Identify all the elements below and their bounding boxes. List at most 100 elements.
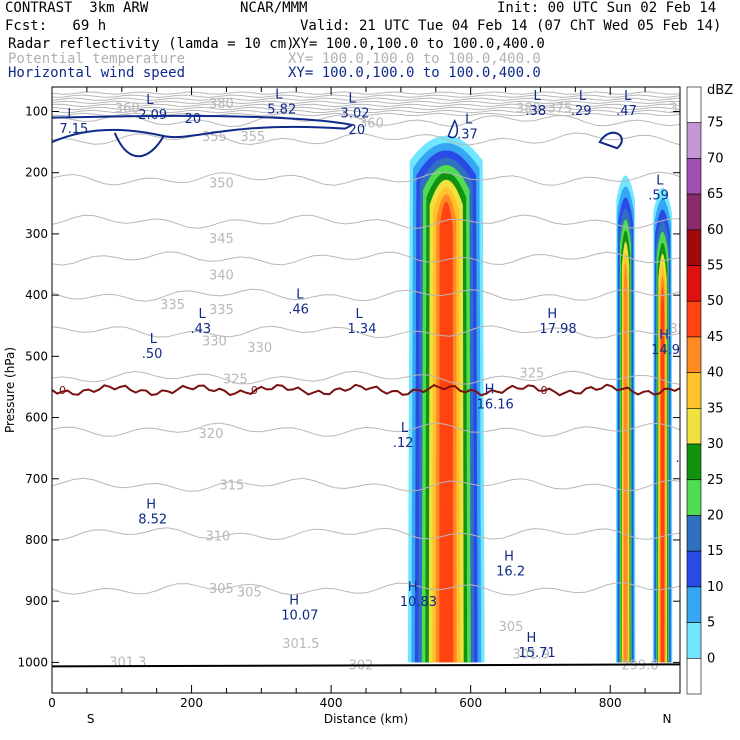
colorbar-swatch xyxy=(686,86,702,124)
extremum-type: H xyxy=(408,580,418,595)
isentrope-line xyxy=(52,251,680,266)
extremum-value: .87 xyxy=(675,451,696,466)
field2-name: Potential temperature xyxy=(8,51,186,67)
wind-extremum: L.43 xyxy=(191,307,212,337)
wind-extremum: L.46 xyxy=(288,287,309,317)
y-tick-label: 400 xyxy=(25,288,48,302)
field3-xy: XY= 100.0,100.0 to 100.0,400.0 xyxy=(288,65,541,81)
isentrope-line xyxy=(52,91,680,95)
extremum-type: L xyxy=(533,89,541,104)
isentrope-line xyxy=(52,288,680,302)
extremum-value: .37 xyxy=(457,127,478,142)
extremum-type: H xyxy=(547,307,557,322)
wind-extremum: L7.15 xyxy=(59,107,88,137)
y-tick-label: 900 xyxy=(25,594,48,608)
extremum-type: L xyxy=(146,93,154,108)
wind-contour xyxy=(113,132,165,158)
extremum-type: L xyxy=(356,307,364,322)
extremum-type: L xyxy=(296,287,304,302)
x-axis-label: Distance (km) xyxy=(324,712,408,726)
colorbar-unit: dBZ xyxy=(707,83,733,98)
wind-extremum: L.29 xyxy=(571,89,592,119)
colorbar-swatch xyxy=(686,586,702,623)
isentrope-line xyxy=(52,103,680,108)
isentrope-line xyxy=(52,214,680,229)
extremum-type: H xyxy=(659,328,669,343)
y-tick-label: 600 xyxy=(25,411,48,425)
zero-wind-label: 0 xyxy=(251,384,258,397)
theta-label: 350 xyxy=(209,177,234,192)
theta-label: 315 xyxy=(219,478,244,493)
wind-extremum: L.59 xyxy=(648,174,669,204)
wind-contour-label: 20 xyxy=(349,123,366,138)
wind-extremum: H10.83 xyxy=(400,580,437,610)
extremum-type: L xyxy=(656,174,664,189)
extremum-type: H xyxy=(146,497,156,512)
extremum-value: 8.52 xyxy=(138,512,167,527)
isentrope-line xyxy=(52,171,680,186)
theta-label: 355 xyxy=(240,130,265,145)
model-title: CONTRAST 3km ARW xyxy=(5,0,149,16)
isentrope-line xyxy=(52,97,680,102)
colorbar-swatch xyxy=(686,657,702,695)
y-tick-label: 200 xyxy=(25,166,48,180)
theta-label: 360 xyxy=(359,117,384,132)
theta-label: 330 xyxy=(202,335,227,350)
extremum-value: 7.15 xyxy=(59,122,88,137)
colorbar-swatch xyxy=(686,515,702,552)
colorbar-swatch xyxy=(686,229,702,266)
wind-extremum: H16.2 xyxy=(496,549,525,579)
colorbar-tick-label: 25 xyxy=(707,473,724,488)
colorbar-swatch xyxy=(686,622,702,659)
theta-label: 301.3 xyxy=(109,655,146,670)
wind-extremum: H8.52 xyxy=(138,497,167,527)
wind-extremum: H15.71 xyxy=(518,631,555,661)
extremum-value: .29 xyxy=(571,104,592,119)
y-axis-label: Pressure (hPa) xyxy=(3,347,17,433)
wind-extremum: L5.82 xyxy=(267,87,296,117)
extremum-type: L xyxy=(199,307,207,322)
extremum-value: .59 xyxy=(648,189,669,204)
colorbar-tick-label: 35 xyxy=(707,401,724,416)
forecast-hour: Fcst: 69 h xyxy=(5,18,107,34)
isentrope-line xyxy=(52,132,680,146)
colorbar-tick-label: 10 xyxy=(707,580,724,595)
extremum-value: 3.02 xyxy=(341,107,370,122)
colorbar-tick-label: 70 xyxy=(707,151,724,166)
isentrope-line xyxy=(52,527,680,541)
reflectivity-layer xyxy=(407,135,673,663)
extremum-value: 1.34 xyxy=(348,322,377,337)
extremum-value: 5.82 xyxy=(267,102,296,117)
wind-contour xyxy=(598,131,623,150)
colorbar-swatch xyxy=(686,300,702,338)
theta-label: 320 xyxy=(199,427,224,442)
y-tick-label: 300 xyxy=(25,227,48,241)
extremum-type: L xyxy=(579,89,587,104)
colorbar-swatch xyxy=(686,443,702,481)
extremum-type: L xyxy=(624,89,632,104)
theta-label: 380 xyxy=(516,101,541,116)
isentrope-line xyxy=(52,325,680,339)
extremum-type: L xyxy=(275,87,283,102)
wind-contour-label: 20 xyxy=(185,112,202,127)
theta-label: 375 xyxy=(547,101,572,116)
extremum-value: 14.91 xyxy=(651,343,688,358)
extremum-value: .46 xyxy=(288,302,309,317)
extremum-value: 2.09 xyxy=(138,108,167,123)
wind-extremum: L.47 xyxy=(616,89,637,119)
surface-line xyxy=(52,663,680,668)
x-tick-label: 400 xyxy=(320,696,343,710)
extremum-value: 16.2 xyxy=(496,564,525,579)
colorbar-tick-label: 65 xyxy=(707,187,724,202)
colorbar-tick-label: 50 xyxy=(707,294,724,309)
zero-wind-label: 0 xyxy=(540,384,547,397)
isentrope-line xyxy=(52,109,680,114)
isentrope-line xyxy=(52,113,680,128)
colorbar-swatch xyxy=(686,122,702,159)
isentrope-line xyxy=(52,106,680,111)
wind-extremum: L3.02 xyxy=(341,92,370,122)
colorbar-tick-label: 45 xyxy=(707,330,724,345)
extremum-type: H xyxy=(702,136,712,151)
